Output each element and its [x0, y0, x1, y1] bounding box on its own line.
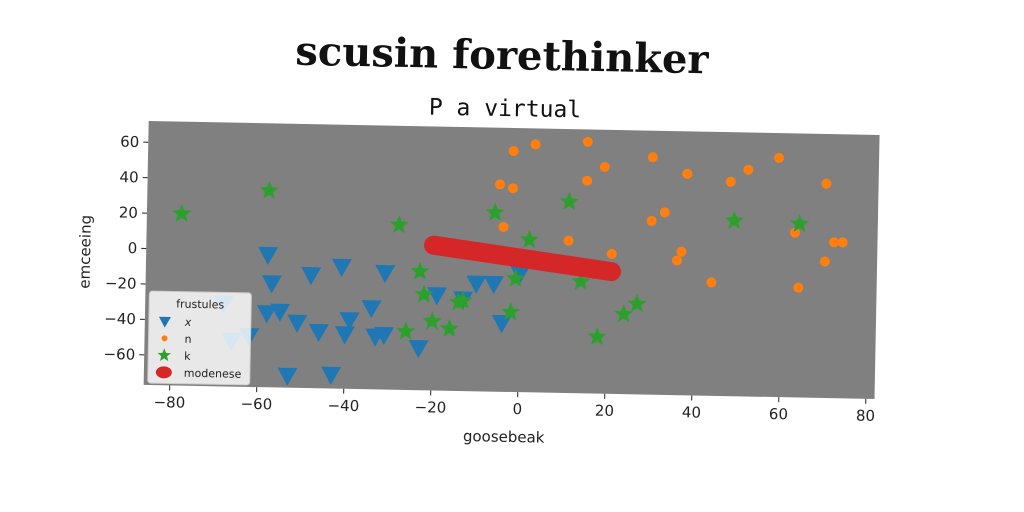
- y-tick-label: 40: [119, 168, 138, 186]
- x-tick-label: 80: [856, 407, 875, 425]
- x-series-point: [301, 267, 322, 286]
- k-series-point: [790, 213, 810, 233]
- x-series-point: [375, 264, 396, 284]
- x-series-point: [466, 275, 487, 294]
- k-series-point: [485, 202, 505, 221]
- k-series-point: [571, 271, 591, 290]
- n-series-point: [530, 139, 541, 150]
- x-series-point: [321, 366, 342, 385]
- n-series-point: [743, 164, 754, 175]
- n-series-point: [563, 235, 574, 246]
- n-series-point: [793, 282, 804, 293]
- x-series-point: [365, 328, 386, 347]
- n-series-point: [671, 255, 682, 266]
- k-series-point: [157, 348, 171, 362]
- x-series-point: [339, 312, 360, 331]
- plot-marks: [172, 136, 848, 386]
- k-series-point: [519, 229, 539, 249]
- k-series-point: [453, 290, 473, 309]
- x-tick-label: 60: [769, 405, 788, 423]
- modenese-series-line: [424, 235, 621, 282]
- k-series-point: [614, 304, 634, 323]
- n-series-point: [498, 222, 509, 233]
- y-axis-label: emceeing: [75, 215, 94, 289]
- k-series-point: [389, 215, 409, 234]
- k-series-point: [410, 261, 430, 280]
- n-series-point: [582, 136, 593, 147]
- legend-label: modenese: [184, 367, 242, 381]
- x-series-point: [331, 258, 352, 277]
- x-axis: −80 −60 −40 −20 0 20 40 60 80: [153, 385, 875, 425]
- x-series-point: [361, 300, 382, 319]
- n-series-point: [647, 152, 658, 163]
- n-series-point: [659, 207, 670, 218]
- x-series-point: [308, 323, 329, 343]
- x-series-point: [158, 316, 171, 328]
- y-tick-label: −40: [104, 310, 136, 329]
- legend-label: x: [184, 316, 192, 329]
- x-tick-label: −80: [153, 393, 185, 412]
- n-series-point: [828, 237, 839, 248]
- n-series-point: [725, 176, 736, 187]
- k-series-point: [587, 326, 607, 346]
- n-series-point: [774, 152, 785, 163]
- y-tick-label: −60: [103, 345, 135, 364]
- k-series-point: [439, 318, 459, 338]
- x-tick-label: −60: [240, 395, 272, 414]
- n-series-point: [494, 179, 505, 190]
- y-axis: 60 40 20 0 −20 −40 −60: [103, 133, 149, 364]
- legend-label: n: [184, 333, 191, 346]
- x-series-point: [261, 275, 282, 294]
- x-series-point: [257, 305, 278, 324]
- x-tick-label: 0: [512, 400, 522, 418]
- k-series-point: [396, 321, 416, 340]
- n-series-point: [837, 237, 848, 248]
- x-series-point: [334, 326, 355, 345]
- legend-title: frustules: [176, 298, 224, 312]
- legend-label: k: [184, 350, 191, 363]
- x-series-point: [483, 275, 504, 295]
- n-series-point: [646, 216, 657, 227]
- n-series-point: [582, 175, 593, 186]
- n-series-point: [821, 178, 832, 189]
- x-tick-label: 20: [595, 402, 614, 420]
- n-series-point: [819, 256, 830, 267]
- x-tick-label: −40: [327, 396, 359, 415]
- x-series-point: [287, 314, 308, 333]
- legend-box: [147, 290, 252, 386]
- x-axis-label: goosebeak: [463, 427, 545, 447]
- k-series-point: [506, 268, 526, 287]
- x-series-point: [408, 339, 429, 359]
- k-series-point: [724, 210, 744, 230]
- n-series-point: [682, 168, 693, 179]
- k-series-point: [559, 191, 579, 210]
- legend: frustules xnk modenese: [147, 290, 252, 386]
- n-series-point: [790, 227, 801, 238]
- k-series-point: [501, 302, 521, 321]
- n-series-point: [706, 277, 717, 288]
- y-tick-label: 20: [119, 204, 138, 222]
- n-series-point: [161, 335, 168, 342]
- x-tick-label: −20: [414, 398, 446, 417]
- n-series-point: [606, 248, 617, 259]
- n-series-point: [507, 183, 518, 194]
- x-series-point: [277, 367, 298, 386]
- legend-swatch-modenese: [155, 366, 172, 379]
- n-series-point: [676, 246, 687, 257]
- k-series-point: [414, 284, 434, 303]
- k-series-point: [259, 180, 279, 199]
- k-series-point: [627, 293, 647, 313]
- x-series-point: [258, 246, 279, 265]
- x-tick-label: 40: [682, 403, 701, 421]
- x-series-point: [491, 315, 512, 334]
- k-series-point: [172, 203, 192, 222]
- y-tick-label: −20: [105, 274, 137, 293]
- n-series-point: [599, 161, 610, 172]
- y-tick-label: 0: [128, 239, 138, 257]
- k-series-point: [422, 311, 442, 330]
- y-tick-label: 60: [120, 133, 139, 151]
- n-series-point: [508, 146, 519, 157]
